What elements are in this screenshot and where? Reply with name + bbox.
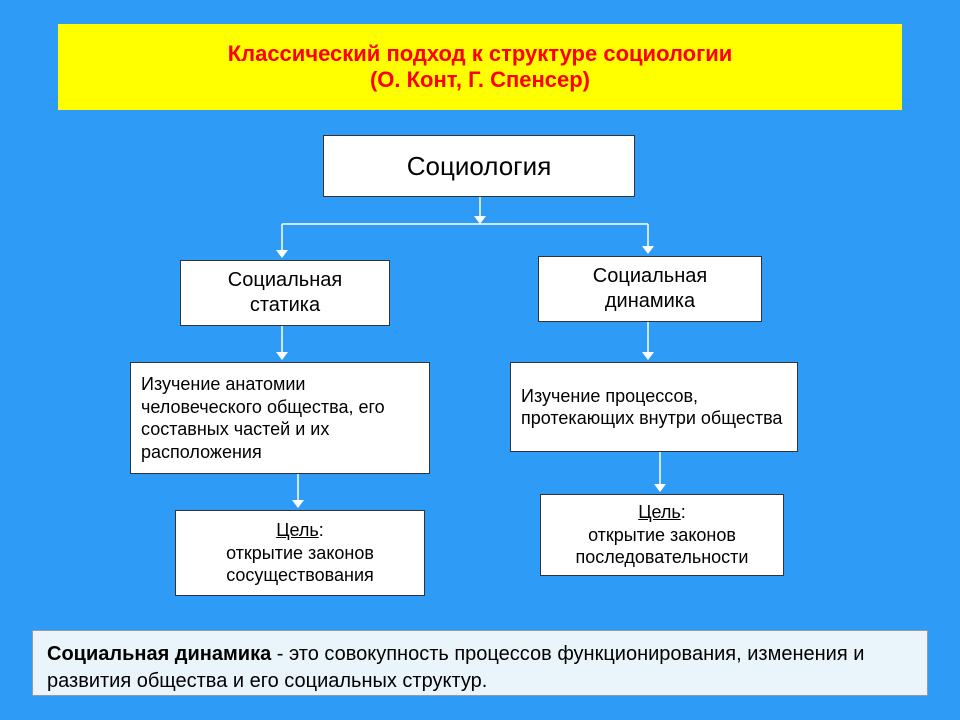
right-desc-node: Изучение процессов, протекающих внутри о… bbox=[510, 362, 798, 452]
title-line-2: (О. Конт, Г. Спенсер) bbox=[370, 67, 590, 93]
root-node: Социология bbox=[323, 135, 635, 197]
left-desc-node: Изучение анатомии человеческого общества… bbox=[130, 362, 430, 474]
left-branch-node: Социальнаястатика bbox=[180, 260, 390, 326]
footer-definition: Социальная динамика - это совокупность п… bbox=[32, 630, 928, 696]
right-goal-node-underlined: Цель bbox=[638, 502, 681, 522]
title-banner: Классический подход к структуре социолог… bbox=[58, 24, 902, 110]
title-line-1: Классический подход к структуре социолог… bbox=[228, 41, 733, 67]
right-goal-node: Цель:открытие законов последовательности bbox=[540, 494, 784, 576]
diagram-canvas: Классический подход к структуре социолог… bbox=[0, 0, 960, 720]
footer-term: Социальная динамика bbox=[47, 643, 271, 665]
right-branch-node: Социальнаядинамика bbox=[538, 256, 762, 322]
left-goal-node: Цель:открытие законов сосуществования bbox=[175, 510, 425, 596]
left-goal-node-underlined: Цель bbox=[276, 520, 319, 540]
